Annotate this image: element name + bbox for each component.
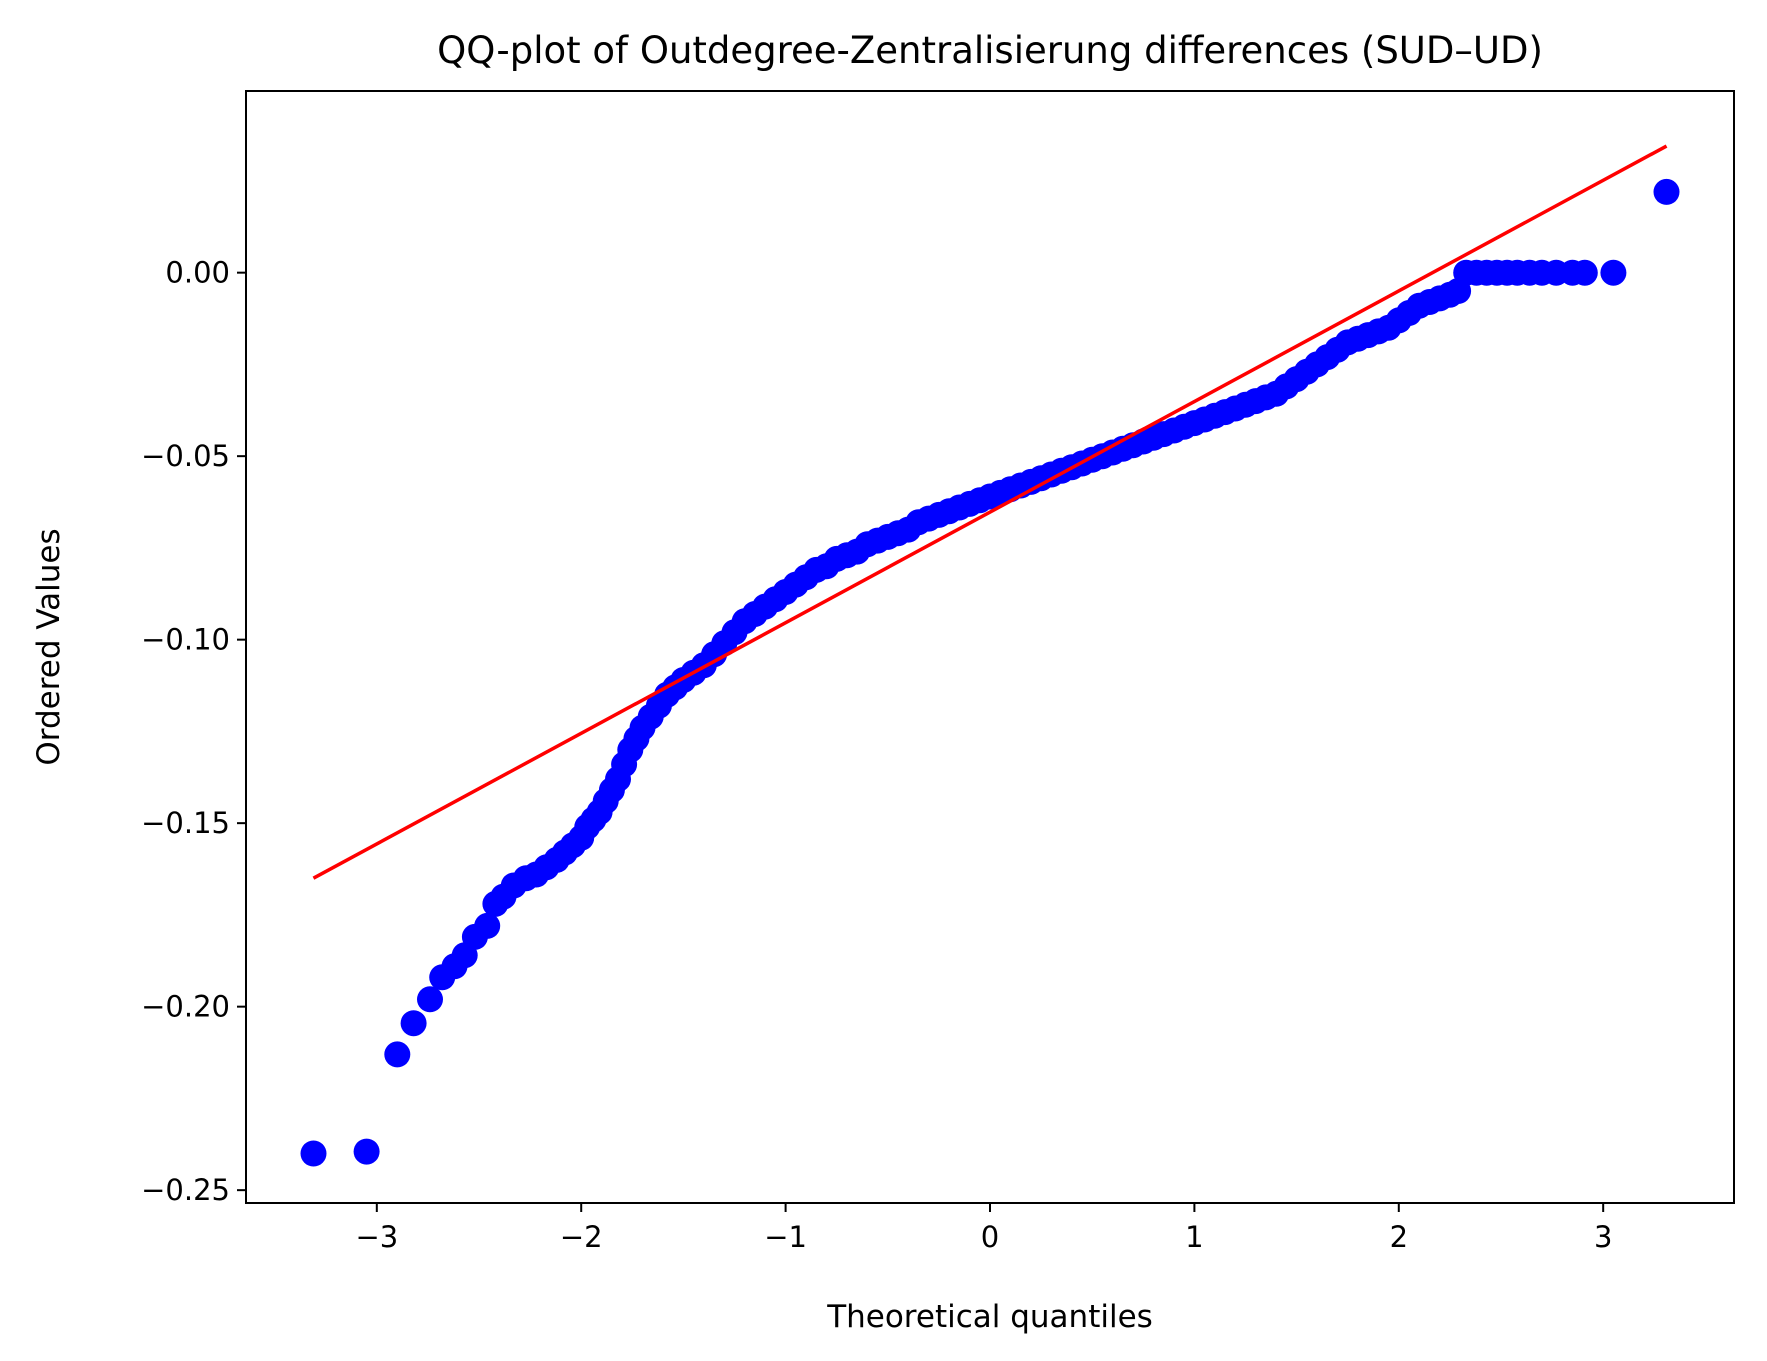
x-tick-label: 3 [1594,1220,1612,1254]
y-axis-label: Ordered Values [31,528,67,765]
x-tick-label: 2 [1390,1220,1408,1254]
x-tick-label: −2 [560,1220,603,1254]
data-point [400,1010,427,1037]
plot-area [300,144,1680,1167]
data-point [1600,259,1627,286]
x-axis-label: Theoretical quantiles [826,1299,1153,1335]
y-axis: −0.25 −0.20 −0.15 −0.10 −0.05 0.00 [141,256,246,1207]
data-point [417,986,443,1013]
y-tick-label: −0.05 [141,439,230,473]
data-point [1653,178,1680,205]
data-point [300,1140,327,1167]
y-tick-label: −0.10 [141,623,230,657]
y-tick-label: 0.00 [165,256,230,290]
data-point [474,912,501,939]
data-point [384,1041,411,1068]
x-tick-label: 1 [1185,1220,1203,1254]
y-tick-label: −0.15 [141,806,230,840]
points-layer [300,144,1680,1167]
x-axis: −3 −2 −1 0 1 2 3 [355,1203,1612,1254]
y-tick-label: −0.25 [141,1173,230,1207]
data-point [353,1138,380,1165]
chart-title: QQ-plot of Outdegree-Zentralisierung dif… [437,29,1543,72]
fit-line [312,144,1668,880]
x-tick-label: −3 [355,1220,398,1254]
y-tick-label: −0.20 [141,990,230,1024]
x-tick-label: −1 [764,1220,807,1254]
x-tick-label: 0 [981,1220,999,1254]
data-point [1571,259,1598,286]
